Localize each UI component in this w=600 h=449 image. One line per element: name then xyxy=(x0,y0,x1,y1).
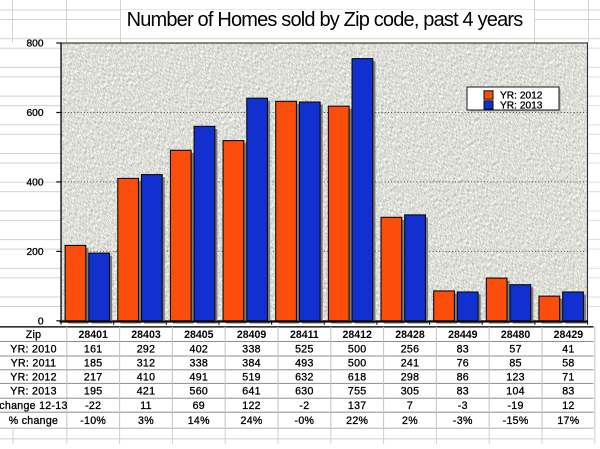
svg-text:185: 185 xyxy=(84,358,103,370)
svg-text:217: 217 xyxy=(84,371,103,383)
svg-text:123: 123 xyxy=(506,371,525,383)
svg-text:69: 69 xyxy=(193,400,205,412)
svg-text:-0%: -0% xyxy=(295,415,315,427)
svg-text:195: 195 xyxy=(84,386,103,398)
svg-text:600: 600 xyxy=(27,108,44,119)
svg-text:YR: 2013: YR: 2013 xyxy=(500,100,543,111)
svg-text:57: 57 xyxy=(509,343,521,355)
svg-text:-3: -3 xyxy=(458,400,468,412)
svg-text:28405: 28405 xyxy=(184,329,214,341)
svg-text:800: 800 xyxy=(27,39,44,50)
svg-text:28428: 28428 xyxy=(395,329,425,341)
svg-text:-15%: -15% xyxy=(503,415,529,427)
svg-text:24%: 24% xyxy=(241,415,263,427)
svg-text:519: 519 xyxy=(242,371,261,383)
svg-text:338: 338 xyxy=(190,358,209,370)
svg-text:298: 298 xyxy=(401,371,420,383)
svg-text:410: 410 xyxy=(137,371,156,383)
svg-text:-2: -2 xyxy=(299,400,309,412)
svg-text:76: 76 xyxy=(457,358,469,370)
svg-text:338: 338 xyxy=(242,343,261,355)
svg-text:137: 137 xyxy=(348,400,367,412)
svg-text:% change: % change xyxy=(9,415,59,427)
svg-text:491: 491 xyxy=(190,371,209,383)
svg-text:560: 560 xyxy=(190,386,209,398)
svg-text:YR: 2012: YR: 2012 xyxy=(10,371,57,383)
svg-text:-10%: -10% xyxy=(80,415,106,427)
svg-text:2%: 2% xyxy=(402,415,418,427)
svg-text:22%: 22% xyxy=(346,415,368,427)
svg-text:122: 122 xyxy=(242,400,261,412)
svg-text:28401: 28401 xyxy=(78,329,108,341)
svg-text:7: 7 xyxy=(407,400,413,412)
svg-text:200: 200 xyxy=(27,247,44,258)
svg-text:71: 71 xyxy=(562,371,574,383)
svg-text:312: 312 xyxy=(137,358,156,370)
svg-text:28409: 28409 xyxy=(237,329,267,341)
svg-text:400: 400 xyxy=(27,178,44,189)
svg-text:28449: 28449 xyxy=(448,329,478,341)
svg-text:Number of Homes sold by Zip co: Number of Homes sold by Zip code, past 4… xyxy=(127,9,524,31)
svg-text:500: 500 xyxy=(348,343,367,355)
svg-text:493: 493 xyxy=(295,358,314,370)
svg-text:83: 83 xyxy=(457,343,469,355)
svg-text:83: 83 xyxy=(457,386,469,398)
svg-text:14%: 14% xyxy=(188,415,210,427)
svg-text:3%: 3% xyxy=(138,415,154,427)
svg-text:28480: 28480 xyxy=(501,329,531,341)
svg-text:12: 12 xyxy=(562,400,574,412)
svg-text:85: 85 xyxy=(509,358,521,370)
svg-text:28412: 28412 xyxy=(342,329,372,341)
svg-text:Zip: Zip xyxy=(26,329,42,341)
svg-text:-3%: -3% xyxy=(453,415,473,427)
svg-text:41: 41 xyxy=(562,343,574,355)
svg-text:632: 632 xyxy=(295,371,314,383)
svg-text:17%: 17% xyxy=(557,415,579,427)
svg-text:161: 161 xyxy=(84,343,103,355)
svg-text:YR: 2010: YR: 2010 xyxy=(10,343,57,355)
svg-text:28429: 28429 xyxy=(554,329,584,341)
svg-text:83: 83 xyxy=(562,386,574,398)
svg-text:256: 256 xyxy=(401,343,420,355)
svg-text:305: 305 xyxy=(401,386,420,398)
svg-text:58: 58 xyxy=(562,358,574,370)
svg-text:11: 11 xyxy=(140,400,152,412)
svg-text:YR: 2013: YR: 2013 xyxy=(10,386,57,398)
svg-text:86: 86 xyxy=(457,371,469,383)
svg-text:28403: 28403 xyxy=(131,329,161,341)
svg-text:0: 0 xyxy=(38,316,44,327)
svg-text:28411: 28411 xyxy=(290,329,319,341)
svg-text:525: 525 xyxy=(295,343,314,355)
svg-text:618: 618 xyxy=(348,371,367,383)
svg-text:402: 402 xyxy=(190,343,209,355)
svg-text:YR: 2012: YR: 2012 xyxy=(500,90,543,101)
svg-text:630: 630 xyxy=(295,386,314,398)
svg-text:292: 292 xyxy=(137,343,156,355)
svg-text:YR: 2011: YR: 2011 xyxy=(11,358,57,370)
svg-text:241: 241 xyxy=(401,358,420,370)
svg-text:421: 421 xyxy=(137,386,156,398)
svg-text:104: 104 xyxy=(506,386,525,398)
svg-text:755: 755 xyxy=(348,386,367,398)
svg-text:641: 641 xyxy=(242,386,261,398)
svg-text:500: 500 xyxy=(348,358,367,370)
svg-text:384: 384 xyxy=(242,358,261,370)
svg-text:change 12-13: change 12-13 xyxy=(0,400,68,412)
svg-text:-22: -22 xyxy=(85,400,101,412)
svg-text:-19: -19 xyxy=(507,400,523,412)
